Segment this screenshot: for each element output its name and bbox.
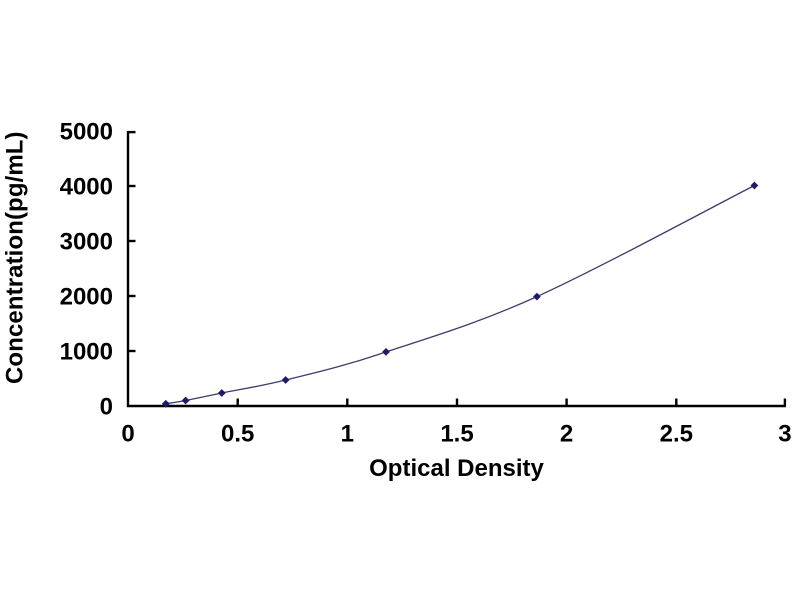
svg-text:4000: 4000 bbox=[60, 174, 113, 201]
svg-text:3: 3 bbox=[778, 421, 791, 448]
svg-text:Concentration(pg/mL): Concentration(pg/mL) bbox=[2, 131, 29, 384]
svg-text:3000: 3000 bbox=[60, 229, 113, 256]
svg-text:1000: 1000 bbox=[60, 339, 113, 366]
svg-text:5000: 5000 bbox=[60, 119, 113, 146]
svg-text:1.5: 1.5 bbox=[440, 421, 473, 448]
svg-text:1: 1 bbox=[341, 421, 354, 448]
svg-text:0.5: 0.5 bbox=[221, 421, 254, 448]
svg-text:2: 2 bbox=[560, 421, 573, 448]
svg-text:0: 0 bbox=[121, 421, 134, 448]
svg-text:Optical Density: Optical Density bbox=[369, 455, 544, 482]
svg-text:2000: 2000 bbox=[60, 284, 113, 311]
svg-text:0: 0 bbox=[100, 394, 113, 421]
svg-text:2.5: 2.5 bbox=[660, 421, 693, 448]
